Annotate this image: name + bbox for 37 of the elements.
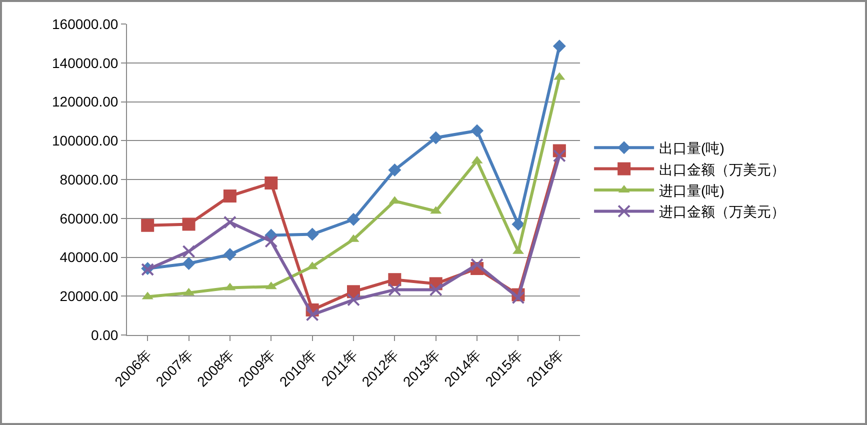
point bbox=[223, 248, 236, 262]
point bbox=[347, 293, 360, 306]
y-tick-label: 60000.00 bbox=[60, 210, 118, 226]
point bbox=[512, 291, 525, 304]
point bbox=[388, 283, 402, 296]
y-tick-label: 80000.00 bbox=[60, 171, 118, 188]
point bbox=[388, 273, 402, 286]
point bbox=[552, 149, 566, 162]
point bbox=[306, 308, 319, 322]
point bbox=[306, 228, 319, 241]
y-tick-label: 120000.00 bbox=[52, 94, 118, 110]
point bbox=[141, 218, 154, 232]
point bbox=[429, 131, 442, 144]
point bbox=[347, 212, 360, 226]
y-tick-label: 20000.00 bbox=[60, 288, 118, 304]
point bbox=[470, 124, 484, 138]
y-tick-label: 0.00 bbox=[90, 326, 118, 343]
point bbox=[552, 40, 566, 53]
point bbox=[429, 283, 442, 296]
legend-label: 进口量(吨) bbox=[659, 182, 724, 198]
legend-label: 出口金额（万美元） bbox=[659, 161, 786, 178]
point bbox=[264, 176, 278, 190]
point bbox=[223, 190, 236, 203]
point bbox=[223, 216, 236, 229]
y-tick-label: 40000.00 bbox=[60, 249, 118, 266]
point bbox=[182, 218, 196, 231]
legend-label: 进口金额（万美元） bbox=[659, 204, 786, 220]
point bbox=[264, 234, 278, 248]
point bbox=[388, 163, 402, 176]
point bbox=[470, 258, 484, 272]
y-tick-label: 100000.00 bbox=[52, 132, 118, 149]
legend-label: 出口量(吨) bbox=[659, 140, 724, 156]
point bbox=[182, 256, 196, 270]
point bbox=[512, 218, 525, 231]
y-tick-label: 140000.00 bbox=[52, 54, 118, 71]
point bbox=[182, 244, 196, 258]
y-tick-label: 160000.00 bbox=[52, 16, 118, 32]
